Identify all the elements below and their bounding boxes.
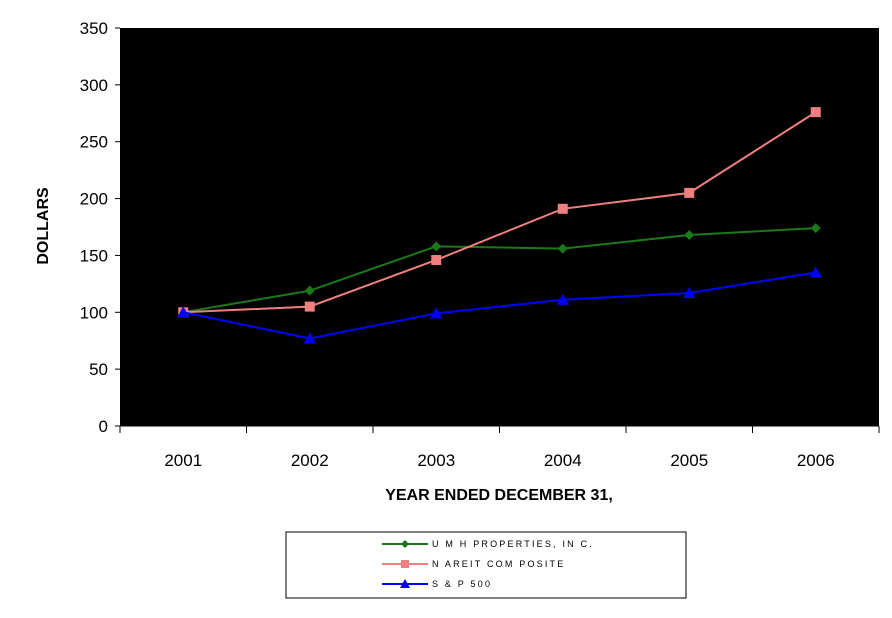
data-point [430,307,443,319]
x-tick-label: 2003 [417,451,455,470]
plot-area [120,28,879,426]
y-tick-label: 150 [80,246,108,265]
data-point [431,241,442,252]
x-tick-label: 2005 [670,451,708,470]
data-point [304,285,315,296]
legend-marker [400,579,410,588]
data-point [556,293,569,305]
x-axis: 2001 2002 2003 2004 2005 2006 [119,425,880,470]
y-tick-label: 200 [80,190,108,209]
legend: U M H PROPERTIES, IN C. N AREIT COM POSIT… [285,531,687,599]
series-line [183,111,817,314]
data-point [810,107,821,118]
legend-box [285,531,687,599]
series-line [183,227,816,314]
data-point [431,254,442,265]
data-point [303,332,316,344]
series-layer [177,107,822,344]
y-tick-label: 50 [89,360,108,379]
y-tick-label: 100 [80,303,108,322]
y-axis-title: DOLLARS [35,187,52,265]
y-tick-label: 350 [80,19,108,38]
legend-label: S & P 500 [432,579,492,589]
x-tick-label: 2004 [544,451,582,470]
data-point [177,306,190,318]
y-tick-label: 300 [80,76,108,95]
data-point [684,229,695,240]
legend-item: S & P 500 [382,579,492,589]
legend-label: N AREIT COM POSITE [432,559,565,569]
data-point [557,243,568,254]
y-tick-label: 0 [99,417,108,436]
data-point [809,266,822,278]
data-point [810,223,821,234]
y-tick-label: 250 [80,133,108,152]
legend-marker [401,540,409,548]
data-point [557,203,568,214]
data-point [304,301,315,312]
legend-item: N AREIT COM POSITE [382,559,565,569]
data-point [684,187,695,198]
x-axis-title: YEAR ENDED DECEMBER 31, [385,487,613,504]
legend-item: U M H PROPERTIES, IN C. [382,539,594,549]
x-tick-label: 2001 [164,451,202,470]
legend-label: U M H PROPERTIES, IN C. [432,539,594,549]
series-line [183,271,816,340]
x-tick-label: 2006 [797,451,835,470]
series-3 [177,266,822,344]
data-point [683,286,696,298]
x-tick-label: 2002 [291,451,329,470]
y-axis: 0 50 100 150 200 250 300 350 [80,19,120,436]
legend-marker [401,560,409,568]
